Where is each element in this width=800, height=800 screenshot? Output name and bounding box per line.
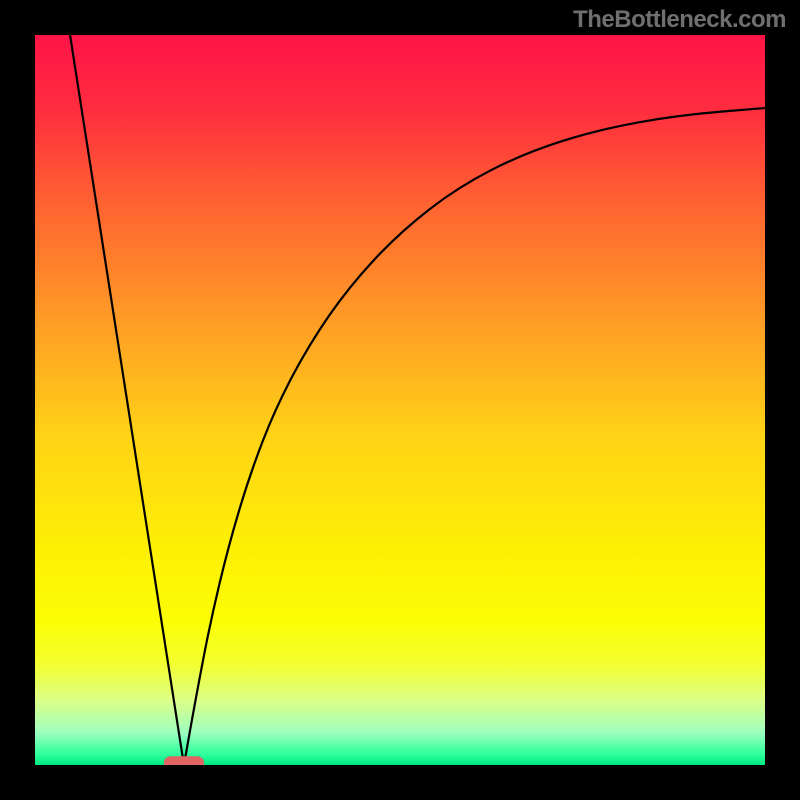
minimum-marker [164, 756, 204, 765]
chart-background [35, 35, 765, 765]
chart-svg [35, 35, 765, 765]
chart-frame: TheBottleneck.com [0, 0, 800, 800]
watermark-text: TheBottleneck.com [573, 6, 786, 34]
plot-area [35, 35, 765, 765]
